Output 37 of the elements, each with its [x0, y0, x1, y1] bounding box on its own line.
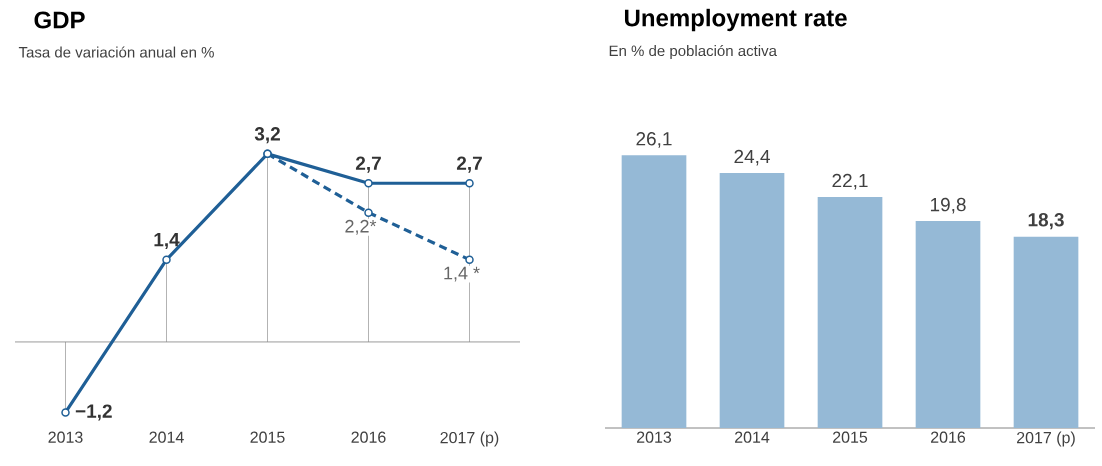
chart-subtitle: Tasa de variación anual en % [18, 46, 214, 58]
x-tick-label: 2013 [637, 431, 672, 443]
data-label: 1,4 * [444, 266, 480, 282]
x-tick-label: 2016 [351, 431, 386, 443]
chart-title: GDP [34, 11, 85, 29]
bar [719, 173, 785, 428]
x-tick-label: 2017 (p) [1017, 431, 1075, 447]
point [61, 408, 70, 417]
data-label: 2,7 [456, 156, 482, 173]
x-tick-label: 2017 (p) [440, 431, 499, 447]
data-label: 1,4 [154, 233, 180, 250]
point [465, 179, 474, 188]
x-tick-label: 2015 [833, 431, 868, 443]
data-label: 18,3 [1028, 213, 1064, 230]
x-tick-label: 2015 [250, 431, 285, 443]
data-label: 2,2* [345, 219, 377, 235]
data-label: 22,1 [832, 173, 868, 190]
x-tick-label: 2014 [735, 431, 770, 443]
data-label: 19,8 [930, 197, 966, 214]
bar [817, 197, 883, 428]
point [364, 179, 373, 188]
point [465, 255, 474, 264]
chart-subtitle: En % de población activa [609, 44, 777, 60]
x-tick-label: 2014 [149, 431, 184, 443]
data-label: 3,2 [254, 127, 280, 144]
data-label: −1,2 [75, 404, 112, 421]
data-label: 26,1 [636, 132, 672, 148]
bar [915, 221, 981, 428]
point [364, 208, 373, 217]
chart-title: Unemployment rate [624, 8, 847, 32]
point [162, 255, 171, 264]
x-tick-label: 2013 [48, 431, 83, 443]
data-label: 24,4 [734, 149, 770, 166]
bar [1013, 236, 1079, 428]
data-label: 2,7 [355, 156, 381, 173]
x-tick-label: 2016 [931, 431, 966, 443]
bar [621, 155, 687, 428]
